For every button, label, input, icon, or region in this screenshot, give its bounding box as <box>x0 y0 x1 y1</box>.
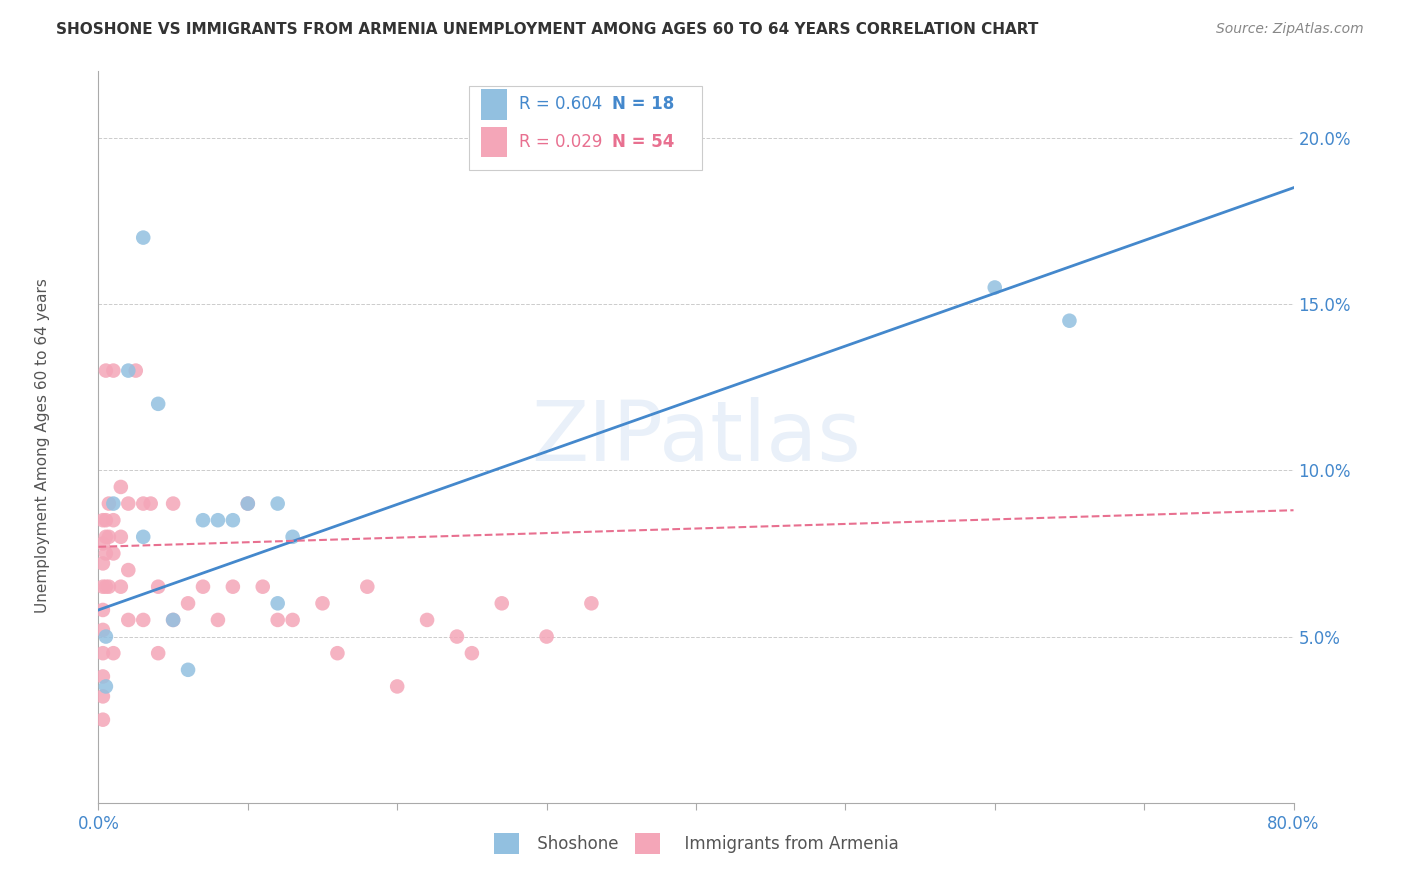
Point <box>148 397 170 411</box>
Point <box>103 646 125 660</box>
FancyBboxPatch shape <box>470 86 702 170</box>
Point <box>91 669 114 683</box>
Point <box>132 497 155 511</box>
Point <box>984 280 1007 294</box>
Point <box>132 530 155 544</box>
Point <box>385 680 409 694</box>
Text: ZIPatlas: ZIPatlas <box>531 397 860 477</box>
Point <box>267 596 290 610</box>
Point <box>162 613 184 627</box>
Point <box>97 497 120 511</box>
Point <box>1059 314 1081 328</box>
Point <box>581 596 603 610</box>
Point <box>125 363 148 377</box>
Point <box>117 363 139 377</box>
Point <box>97 580 120 594</box>
Point <box>162 613 184 627</box>
Point <box>94 530 117 544</box>
Point <box>148 580 170 594</box>
Point <box>148 646 170 660</box>
Legend:  Shoshone,   Immigrants from Armenia: Shoshone, Immigrants from Armenia <box>486 827 905 860</box>
Point <box>236 497 259 511</box>
Point <box>91 513 114 527</box>
Point <box>103 546 125 560</box>
Point <box>110 530 132 544</box>
Point <box>491 596 513 610</box>
Point <box>91 580 114 594</box>
Text: N = 18: N = 18 <box>613 95 675 113</box>
Point <box>103 363 125 377</box>
Text: N = 54: N = 54 <box>613 133 675 151</box>
Point <box>94 580 117 594</box>
Point <box>139 497 162 511</box>
Point <box>94 630 117 644</box>
Point <box>207 613 229 627</box>
Point <box>103 513 125 527</box>
Point <box>117 563 139 577</box>
Point <box>222 513 245 527</box>
Point <box>356 580 378 594</box>
Point <box>94 680 117 694</box>
Point <box>132 230 155 244</box>
Point <box>281 530 304 544</box>
Point <box>91 536 114 550</box>
Text: Unemployment Among Ages 60 to 64 years: Unemployment Among Ages 60 to 64 years <box>35 278 49 614</box>
Point <box>281 613 304 627</box>
Point <box>191 513 214 527</box>
Point <box>252 580 274 594</box>
Text: R = 0.029: R = 0.029 <box>519 133 602 151</box>
Point <box>132 613 155 627</box>
Point <box>117 497 139 511</box>
Point <box>91 557 114 571</box>
Text: Source: ZipAtlas.com: Source: ZipAtlas.com <box>1216 22 1364 37</box>
Point <box>416 613 439 627</box>
Point <box>91 603 114 617</box>
Point <box>110 580 132 594</box>
Point <box>162 497 184 511</box>
Point <box>94 546 117 560</box>
Point <box>177 663 200 677</box>
FancyBboxPatch shape <box>481 89 508 120</box>
Point <box>91 713 114 727</box>
Point <box>94 513 117 527</box>
Point <box>191 580 214 594</box>
FancyBboxPatch shape <box>481 127 508 158</box>
Point <box>177 596 200 610</box>
Point <box>461 646 484 660</box>
Point <box>103 497 125 511</box>
Point <box>536 630 558 644</box>
Point <box>311 596 333 610</box>
Text: SHOSHONE VS IMMIGRANTS FROM ARMENIA UNEMPLOYMENT AMONG AGES 60 TO 64 YEARS CORRE: SHOSHONE VS IMMIGRANTS FROM ARMENIA UNEM… <box>56 22 1039 37</box>
Point <box>117 613 139 627</box>
Text: R = 0.604: R = 0.604 <box>519 95 602 113</box>
Point <box>91 646 114 660</box>
Point <box>267 613 290 627</box>
Point <box>94 363 117 377</box>
Point <box>236 497 259 511</box>
Point <box>326 646 349 660</box>
Point <box>91 690 114 704</box>
Point <box>97 530 120 544</box>
Point <box>207 513 229 527</box>
Point <box>267 497 290 511</box>
Point <box>222 580 245 594</box>
Point <box>91 623 114 637</box>
Point <box>110 480 132 494</box>
Point <box>446 630 468 644</box>
